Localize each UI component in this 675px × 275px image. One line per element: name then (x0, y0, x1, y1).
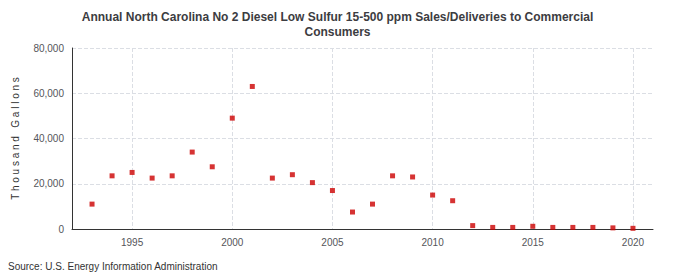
svg-text:40,000: 40,000 (33, 133, 64, 144)
svg-text:Source: U.S. Energy Informatio: Source: U.S. Energy Information Administ… (8, 261, 218, 272)
svg-text:60,000: 60,000 (33, 88, 64, 99)
svg-text:Annual North Carolina No 2 Die: Annual North Carolina No 2 Diesel Low Su… (82, 10, 593, 24)
svg-text:2010: 2010 (421, 237, 444, 248)
svg-text:80,000: 80,000 (33, 43, 64, 54)
svg-text:20,000: 20,000 (33, 178, 64, 189)
svg-text:2015: 2015 (522, 237, 545, 248)
svg-text:1995: 1995 (121, 237, 144, 248)
svg-text:2020: 2020 (622, 237, 645, 248)
svg-text:2005: 2005 (321, 237, 344, 248)
svg-text:2000: 2000 (221, 237, 244, 248)
svg-text:T h o u s a n d G a l l o n: T h o u s a n d G a l l o n s (10, 77, 21, 200)
svg-text:0: 0 (58, 224, 64, 235)
svg-text:Consumers: Consumers (304, 25, 370, 39)
